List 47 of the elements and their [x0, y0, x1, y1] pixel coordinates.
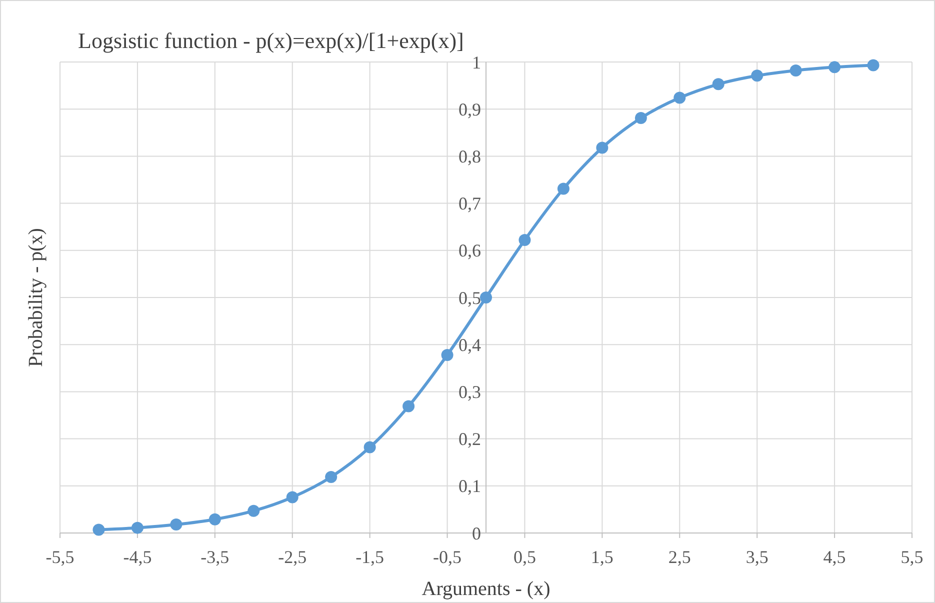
x-tick-label: 4,5 [823, 547, 846, 567]
y-tick-label: 0,9 [458, 99, 481, 120]
point [674, 92, 686, 104]
point [92, 524, 105, 536]
y-tick-label: 0,8 [458, 146, 481, 166]
point [170, 518, 182, 531]
x-tick-label: -3,5 [200, 547, 230, 567]
x-tick-label: -4,5 [123, 547, 152, 567]
x-tick-label: 1,5 [590, 547, 614, 567]
y-axis-title: Probability - p(x) [25, 228, 47, 367]
point [286, 491, 298, 504]
x-tick-label: -2,5 [278, 547, 307, 567]
point [325, 470, 338, 483]
point [828, 61, 841, 74]
y-tick-label: 0,7 [458, 194, 481, 214]
point [751, 70, 764, 82]
point [518, 234, 531, 246]
point [402, 400, 415, 412]
x-tick-label: 2,5 [668, 547, 691, 567]
point [364, 441, 376, 454]
point [208, 513, 221, 526]
y-tick-label: 0,5 [458, 288, 481, 308]
y-tick-label: 1 [472, 52, 481, 72]
point [248, 504, 260, 517]
y-tick-label: 0,3 [458, 382, 481, 402]
point [441, 348, 454, 361]
y-tick-label: 0 [472, 523, 481, 544]
point [131, 522, 144, 534]
point [712, 78, 724, 90]
x-tick-label: -0,5 [433, 547, 462, 567]
x-tick-label: 3,5 [746, 547, 768, 567]
y-tick-label: 0,6 [458, 240, 481, 261]
point [790, 64, 802, 76]
x-tick-label: 5,5 [900, 547, 924, 567]
x-tick-label: 0,5 [513, 547, 536, 567]
x-tick-label: -1,5 [356, 547, 384, 567]
point [634, 112, 647, 124]
y-tick-label: 0,2 [458, 429, 481, 450]
x-tick-label: -5,5 [46, 547, 74, 567]
y-tick-label: 0,4 [458, 334, 481, 355]
y-tick-label: 0,1 [458, 476, 481, 496]
point [867, 59, 880, 72]
x-axis-title: Arguments - (x) [422, 578, 550, 600]
point [596, 142, 608, 154]
point [480, 292, 492, 304]
chart-title: Logsistic function - p(x)=exp(x)/[1+exp(x)] [78, 28, 464, 53]
point [557, 182, 570, 195]
